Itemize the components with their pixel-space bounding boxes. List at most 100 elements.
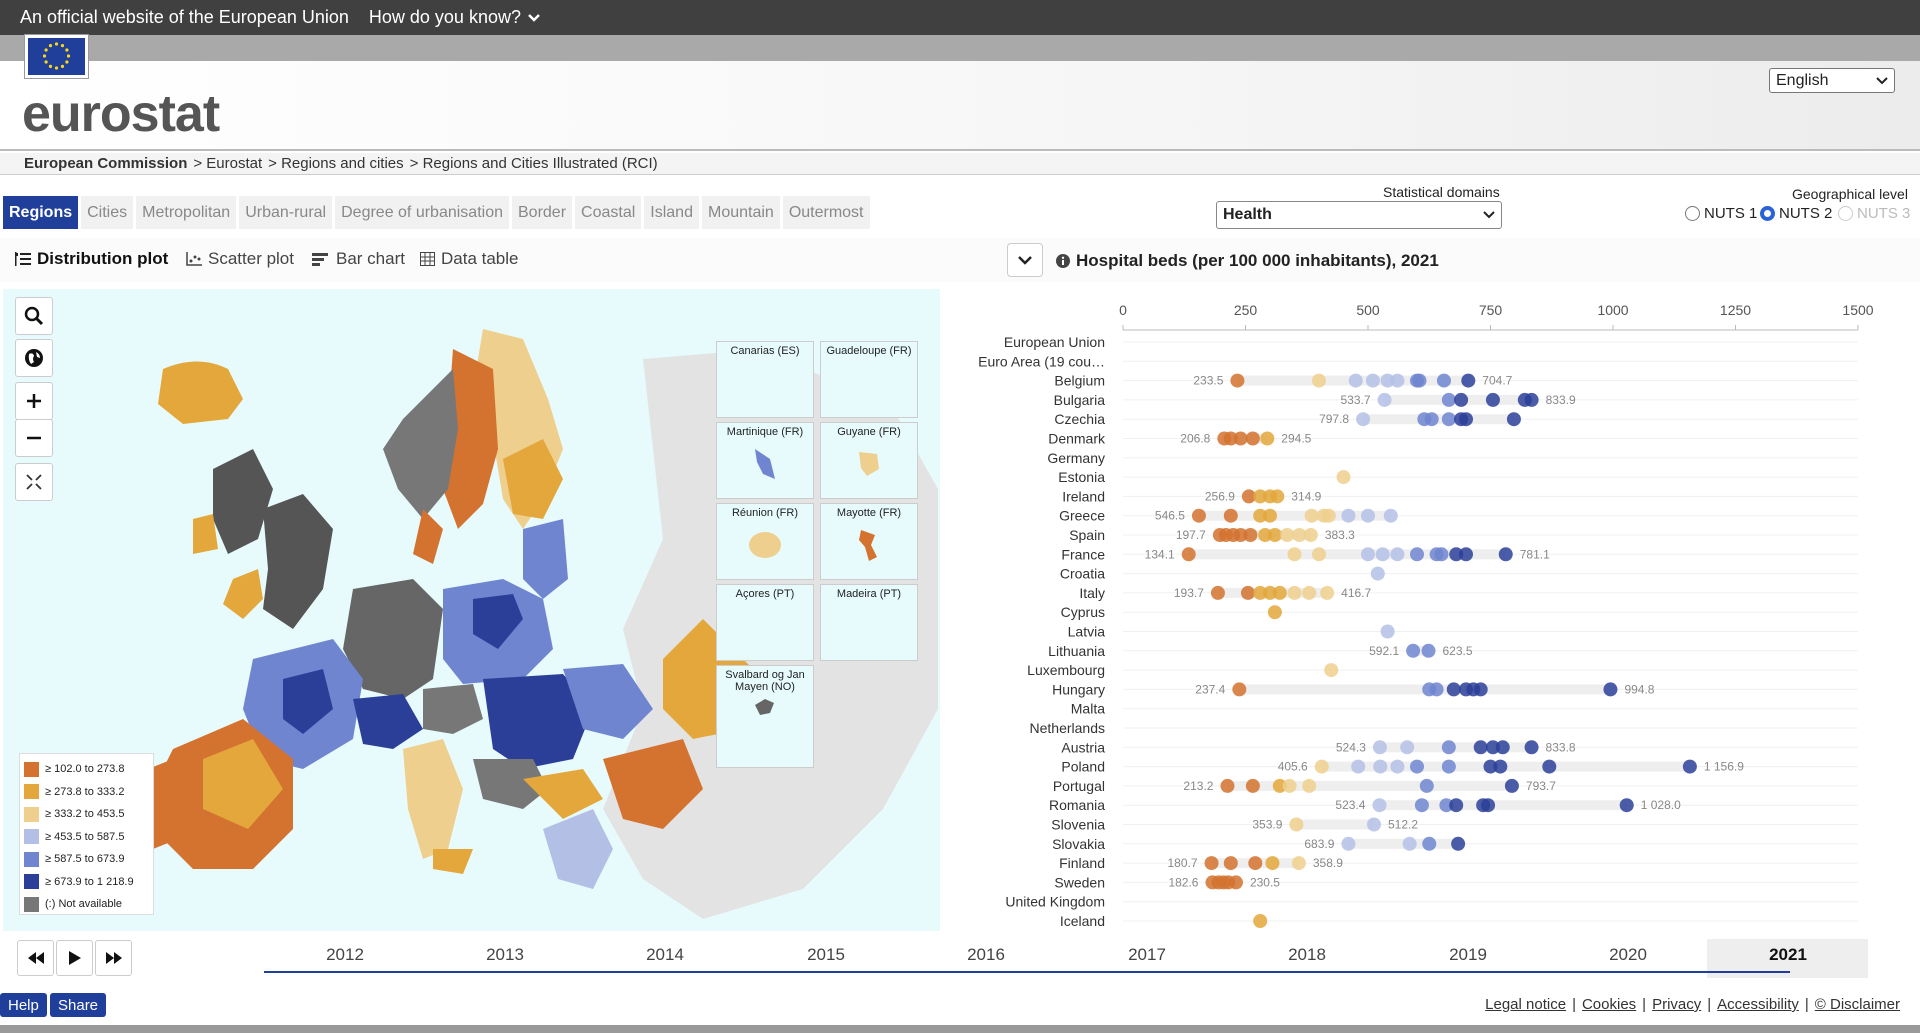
country-label: Germany [1047, 450, 1105, 466]
minus-icon [27, 436, 41, 440]
timeline-play-button[interactable] [56, 940, 93, 976]
data-point [1267, 605, 1282, 620]
inset-reunion[interactable]: Réunion (FR) [716, 503, 814, 580]
timeline-year[interactable]: 2017 [1128, 945, 1166, 964]
share-button[interactable]: Share [50, 993, 107, 1017]
view-distribution-plot[interactable]: Distribution plot [15, 249, 168, 269]
tab-cities[interactable]: Cities [81, 196, 134, 229]
timeline-year[interactable]: 2012 [326, 945, 364, 964]
inset-svalbard[interactable]: Svalbard og Jan Mayen (NO) [716, 665, 814, 768]
country-label: Slovenia [1051, 817, 1105, 833]
nuts1-radio[interactable]: NUTS 1 [1685, 205, 1757, 222]
timeline-year[interactable]: 2020 [1609, 945, 1647, 964]
range-bar [1188, 549, 1506, 560]
inset-guyane[interactable]: Guyane (FR) [820, 422, 918, 499]
inset-label: Mayotte (FR) [836, 507, 902, 519]
min-value-label: 256.9 [1205, 489, 1235, 503]
data-point [1253, 489, 1268, 504]
breadcrumb-item[interactable]: > Regions and cities [268, 155, 404, 172]
eurostat-logo[interactable]: eurostat [22, 85, 220, 143]
zoom-in-button[interactable] [15, 382, 53, 420]
view-data-table[interactable]: Data table [420, 249, 519, 269]
reset-extent-button[interactable] [15, 463, 53, 501]
inset-guadeloupe[interactable]: Guadeloupe (FR) [820, 341, 918, 418]
collapse-button[interactable] [1007, 243, 1043, 277]
legend-label: ≥ 587.5 to 673.9 [45, 853, 125, 866]
view-scatter-plot[interactable]: Scatter plot [186, 249, 294, 269]
disclaimer-link[interactable]: © Disclaimer [1814, 996, 1900, 1013]
breadcrumb-item[interactable]: > Regions and Cities Illustrated (RCI) [409, 155, 658, 172]
x-tick-label: 750 [1479, 302, 1503, 318]
tab-island[interactable]: Island [644, 196, 699, 229]
data-point [1454, 392, 1469, 407]
data-point [1459, 547, 1473, 562]
max-value-label: 994.8 [1624, 682, 1654, 696]
legend-item: ≥ 453.5 to 587.5 [24, 826, 149, 849]
data-point [1390, 759, 1405, 774]
timeline-year[interactable]: 2016 [967, 945, 1005, 964]
inset-canarias[interactable]: Canarias (ES) [716, 341, 814, 418]
data-point [1485, 392, 1500, 407]
inset-label: Martinique (FR) [726, 426, 804, 438]
timeline-track[interactable] [264, 971, 1790, 973]
country-label: Spain [1069, 527, 1105, 543]
tab-border[interactable]: Border [512, 196, 573, 229]
timeline-year[interactable]: 2013 [486, 945, 524, 964]
map-legend: ≥ 102.0 to 273.8 ≥ 273.8 to 333.2 ≥ 333.… [19, 753, 154, 915]
privacy-link[interactable]: Privacy [1652, 996, 1702, 1013]
legend-label: ≥ 333.2 to 453.5 [45, 808, 125, 821]
data-point [1473, 682, 1488, 697]
timeline-year[interactable]: 2018 [1288, 945, 1326, 964]
view-label: Bar chart [336, 249, 405, 268]
legend-item: ≥ 673.9 to 1 218.9 [24, 871, 149, 894]
data-point [1324, 663, 1339, 678]
language-select[interactable]: English [1769, 68, 1895, 93]
data-point [1377, 392, 1392, 407]
map-globe-button[interactable] [15, 339, 53, 377]
statistical-domain-select[interactable]: Health [1216, 201, 1502, 229]
min-value-label: 193.7 [1174, 586, 1204, 600]
tab-outermost[interactable]: Outermost [782, 196, 870, 229]
tab-mountain[interactable]: Mountain [701, 196, 780, 229]
rewind-icon [27, 952, 44, 964]
timeline-rewind-button[interactable] [17, 940, 54, 976]
cookies-link[interactable]: Cookies [1581, 996, 1637, 1013]
data-point [1204, 856, 1219, 871]
search-icon [24, 306, 44, 326]
help-button[interactable]: Help [0, 993, 47, 1017]
how-do-you-know-button[interactable]: How do you know? [369, 7, 541, 28]
accessibility-link[interactable]: Accessibility [1717, 996, 1799, 1013]
max-value-label: 294.5 [1281, 432, 1311, 446]
globe-icon [25, 349, 43, 367]
tab-coastal[interactable]: Coastal [575, 196, 642, 229]
tab-degree-of-urbanisation[interactable]: Degree of urbanisation [335, 196, 509, 229]
tab-metropolitan[interactable]: Metropolitan [136, 196, 237, 229]
data-point [1459, 412, 1473, 427]
timeline-forward-button[interactable] [95, 940, 132, 976]
timeline-year[interactable]: 2014 [646, 945, 684, 964]
tab-urban-rural[interactable]: Urban-rural [239, 196, 333, 229]
breadcrumb-item[interactable]: European Commission [24, 155, 188, 172]
min-value-label: 546.5 [1155, 509, 1185, 523]
timeline-year-selected[interactable]: 2021 [1769, 945, 1807, 964]
map-search-button[interactable] [15, 297, 53, 335]
inset-acores[interactable]: Açores (PT) [716, 584, 814, 661]
inset-mayotte[interactable]: Mayotte (FR) [820, 503, 918, 580]
nuts3-radio[interactable]: NUTS 3 [1838, 205, 1910, 222]
data-point [1303, 528, 1318, 542]
radio-icon [1685, 206, 1700, 221]
scatter-icon [186, 252, 202, 266]
breadcrumb-item[interactable]: > Eurostat [193, 155, 263, 172]
tab-regions[interactable]: Regions [3, 196, 79, 229]
inset-madeira[interactable]: Madeira (PT) [820, 584, 918, 661]
legal-notice-link[interactable]: Legal notice [1485, 996, 1567, 1013]
info-icon[interactable] [1056, 254, 1070, 268]
choropleth-map[interactable]: Canarias (ES) Guadeloupe (FR) Martinique… [3, 289, 940, 931]
view-bar-chart[interactable]: Bar chart [312, 249, 405, 269]
inset-martinique[interactable]: Martinique (FR) [716, 422, 814, 499]
zoom-out-button[interactable] [15, 419, 53, 457]
nuts2-radio[interactable]: NUTS 2 [1760, 205, 1832, 222]
view-label: Data table [441, 249, 519, 268]
timeline-year[interactable]: 2019 [1449, 945, 1487, 964]
timeline-year[interactable]: 2015 [807, 945, 845, 964]
